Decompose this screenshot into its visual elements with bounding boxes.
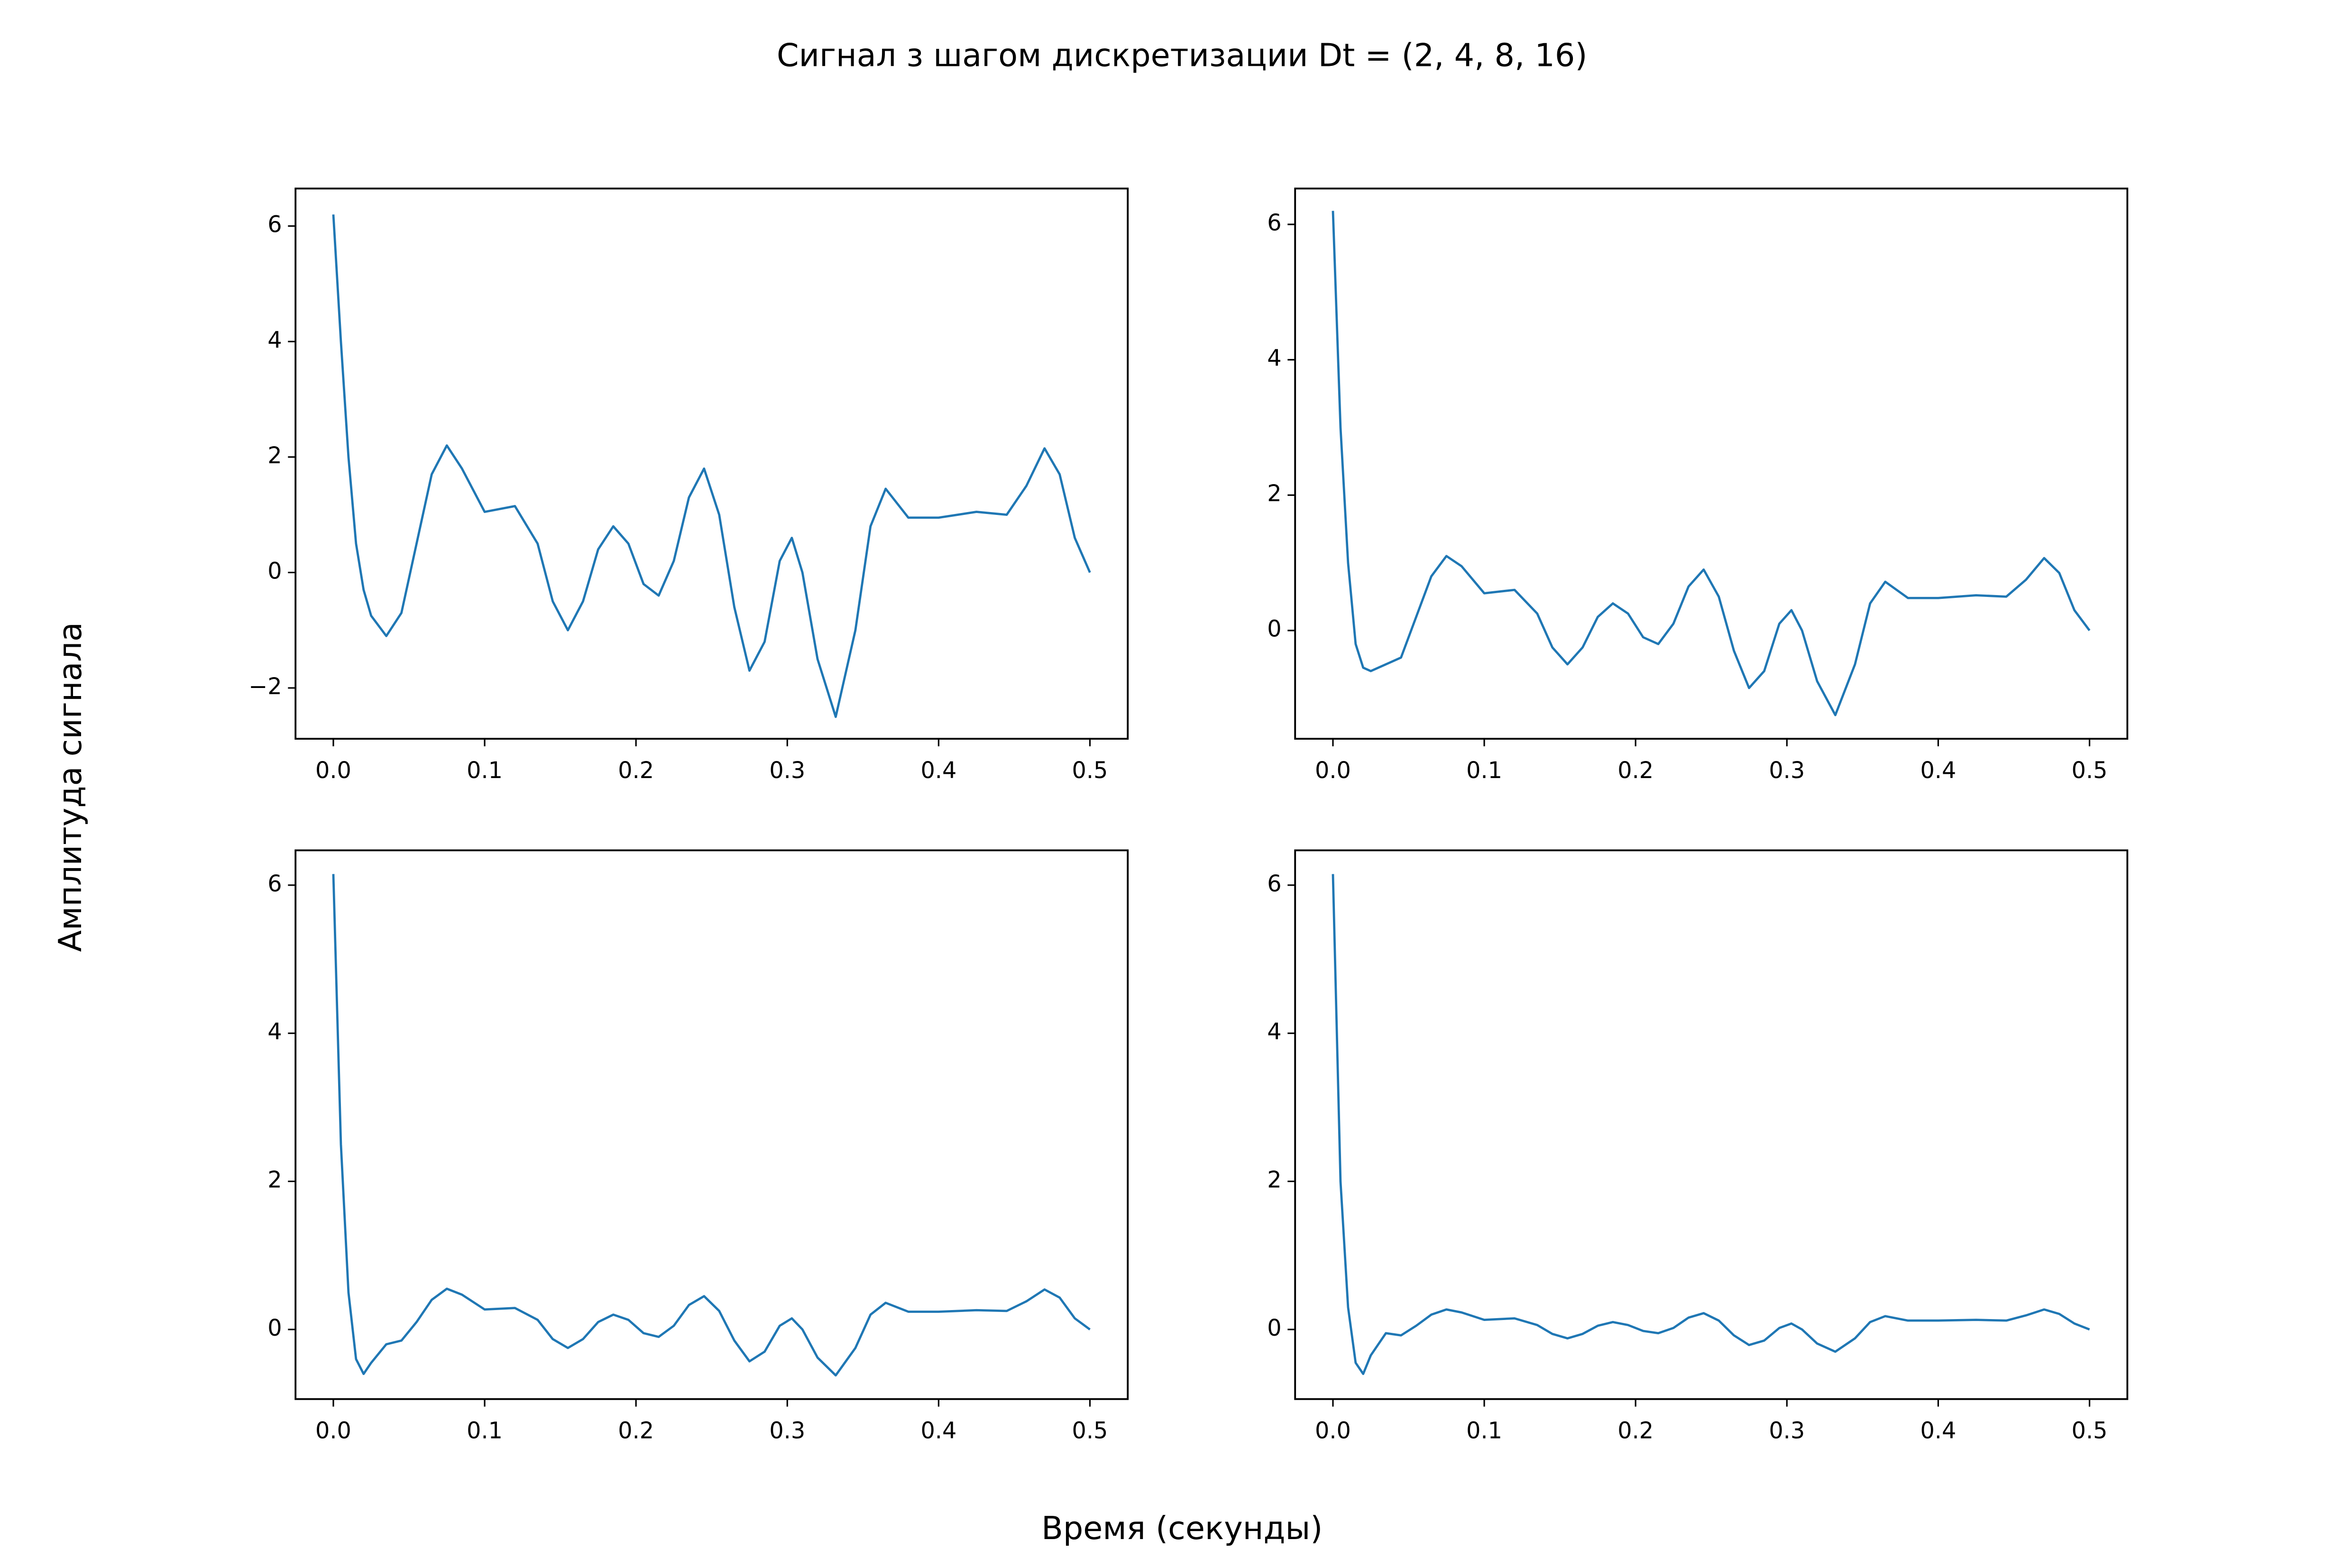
x-tick-label: 0.4 <box>1920 1418 1956 1444</box>
y-tick-label: 6 <box>1267 210 1281 236</box>
figure-title: Сигнал з шагом дискретизации Dt = (2, 4,… <box>777 37 1587 74</box>
y-tick-label: 0 <box>1267 616 1281 642</box>
x-tick-label: 0.5 <box>2072 758 2108 784</box>
axes-frame <box>294 187 1129 740</box>
y-tick-label: −2 <box>248 674 282 700</box>
y-tick-label: 2 <box>267 1167 282 1193</box>
y-tick-label: 2 <box>267 443 282 469</box>
x-axis-label: Время (секунды) <box>1041 1510 1323 1547</box>
y-tick-label: 4 <box>267 327 282 353</box>
signal-line <box>1332 211 2091 716</box>
x-tick-label: 0.5 <box>1072 758 1108 784</box>
x-tick-label: 0.3 <box>1769 1418 1805 1444</box>
x-tick-label: 0.0 <box>315 1418 351 1444</box>
x-tick-label: 0.0 <box>1315 1418 1351 1444</box>
y-tick-label: 2 <box>1267 481 1281 507</box>
y-tick-label: 6 <box>1267 871 1281 897</box>
y-axis-label: Амплитуда сигнала <box>52 622 89 952</box>
x-tick-label: 0.1 <box>1466 758 1502 784</box>
x-tick-label: 0.3 <box>769 758 805 784</box>
y-tick-label: 4 <box>1267 346 1281 372</box>
axes-frame <box>294 849 1129 1400</box>
x-tick-label: 0.0 <box>1315 758 1351 784</box>
x-tick-label: 0.1 <box>1466 1418 1502 1444</box>
y-tick-label: 0 <box>1267 1315 1281 1341</box>
y-tick-label: 2 <box>1267 1167 1281 1193</box>
x-tick-label: 0.1 <box>467 758 503 784</box>
signal-line <box>332 214 1091 718</box>
signal-line <box>332 874 1091 1377</box>
x-tick-label: 0.5 <box>1072 1418 1108 1444</box>
subplot: 0.0 0.1 0.2 0.3 0.4 0.5 −2 0 2 4 6 <box>248 187 1129 784</box>
subplot: 0.0 0.1 0.2 0.3 0.4 0.5 0 2 4 6 <box>267 849 1129 1444</box>
x-tick-label: 0.3 <box>1769 758 1805 784</box>
x-tick-label: 0.1 <box>467 1418 503 1444</box>
y-tick-label: 6 <box>267 212 282 238</box>
x-tick-label: 0.2 <box>618 758 654 784</box>
signal-line <box>1332 874 2090 1375</box>
axes-frame <box>1294 849 2129 1400</box>
x-tick-label: 0.2 <box>618 1418 654 1444</box>
axes-frame <box>1294 187 2129 740</box>
y-tick-label: 4 <box>267 1019 282 1045</box>
x-tick-label: 0.4 <box>920 758 956 784</box>
x-tick-label: 0.3 <box>769 1418 805 1444</box>
y-tick-label: 0 <box>267 1315 282 1341</box>
x-tick-label: 0.2 <box>1617 1418 1654 1444</box>
x-tick-label: 0.4 <box>1920 758 1956 784</box>
subplot: 0.0 0.1 0.2 0.3 0.4 0.5 0 2 4 6 <box>1267 187 2129 784</box>
x-tick-label: 0.0 <box>315 758 351 784</box>
x-tick-label: 0.2 <box>1617 758 1654 784</box>
subplot: 0.0 0.1 0.2 0.3 0.4 0.5 0 2 4 6 <box>1267 849 2129 1444</box>
x-tick-label: 0.4 <box>920 1418 956 1444</box>
y-tick-label: 6 <box>267 871 282 897</box>
y-tick-label: 4 <box>1267 1019 1281 1045</box>
y-tick-label: 0 <box>267 558 282 584</box>
x-tick-label: 0.5 <box>2072 1418 2108 1444</box>
